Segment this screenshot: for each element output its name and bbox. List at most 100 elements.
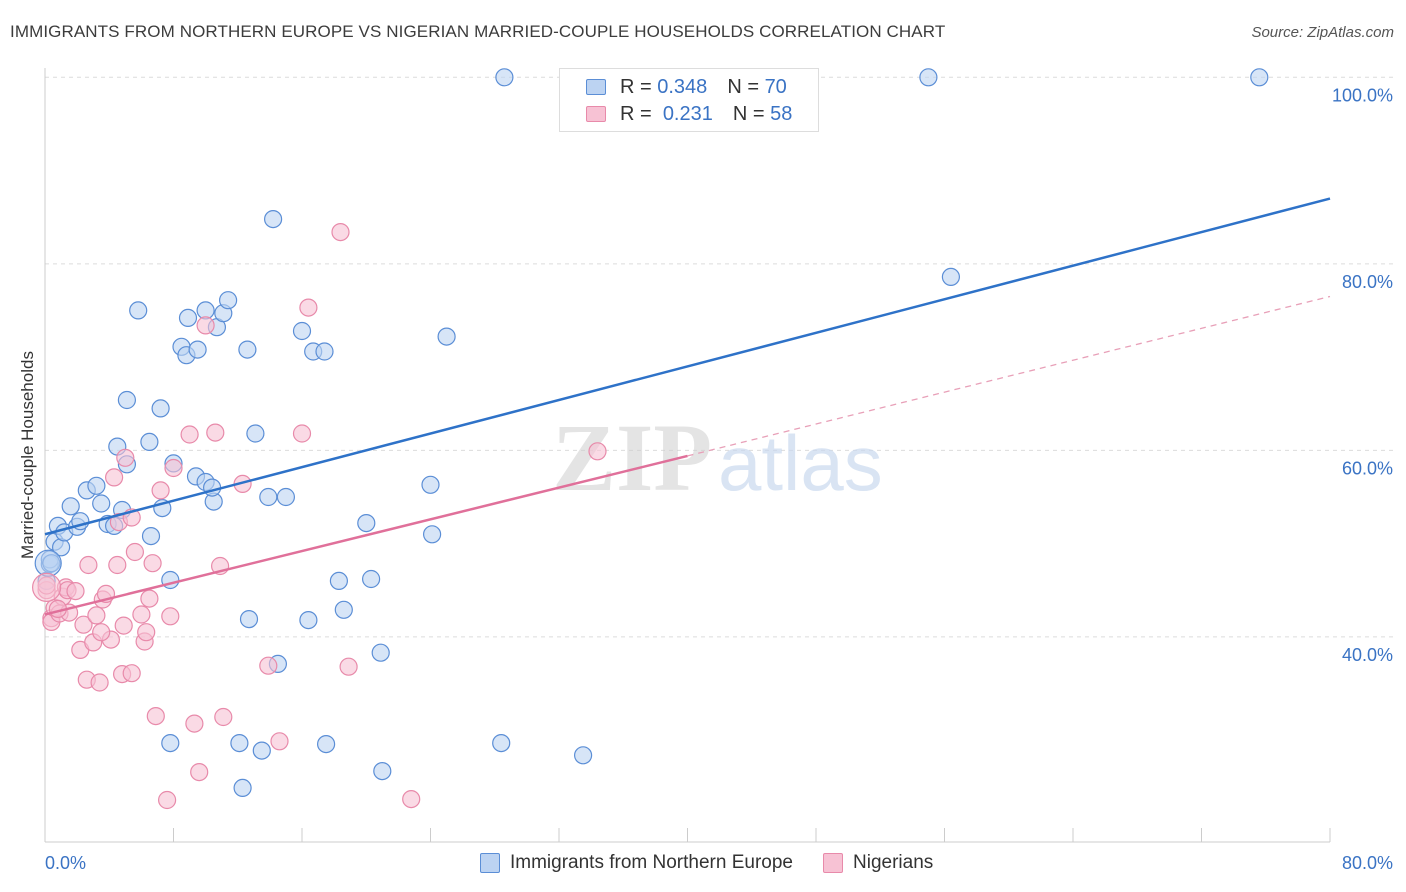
northern-europe-point bbox=[371, 643, 390, 662]
nigerian-trend-extension bbox=[687, 295, 1331, 457]
northern-europe-point bbox=[92, 494, 111, 513]
trend-lines bbox=[44, 197, 1331, 616]
northern-europe-point bbox=[219, 291, 238, 310]
northern-europe-point bbox=[246, 424, 265, 443]
nigerian-point bbox=[104, 468, 124, 487]
nigerian-point bbox=[116, 448, 135, 467]
nigerian-point bbox=[90, 673, 109, 692]
nigerian-trend-line bbox=[44, 454, 688, 616]
legend-r-label: R = bbox=[620, 75, 652, 98]
nigerian-point bbox=[140, 589, 159, 608]
northern-europe-point bbox=[941, 267, 961, 286]
y-tick-label: 80.0% bbox=[1342, 272, 1393, 292]
northern-europe-point bbox=[276, 487, 295, 507]
northern-europe-point bbox=[140, 432, 159, 451]
northern-europe-point bbox=[141, 526, 161, 546]
northern-europe-point bbox=[161, 733, 180, 753]
nigerian-point bbox=[143, 554, 162, 573]
legend-item-northern-europe[interactable]: Immigrants from Northern Europe bbox=[480, 852, 793, 874]
nigerian-point bbox=[196, 316, 215, 335]
northern-europe-point bbox=[252, 741, 271, 760]
nigerian-point bbox=[137, 623, 156, 642]
nigerian-point bbox=[125, 542, 144, 562]
y-tick-label: 100.0% bbox=[1332, 85, 1393, 105]
nigerian-point bbox=[185, 714, 204, 733]
northern-europe-point bbox=[317, 734, 336, 754]
nigerian-point bbox=[402, 789, 421, 809]
nigerian-point bbox=[66, 581, 85, 601]
northern-europe-point bbox=[299, 610, 318, 630]
nigerian-point bbox=[146, 706, 165, 726]
y-tick-label: 60.0% bbox=[1342, 458, 1393, 478]
nigerian-point bbox=[31, 572, 62, 603]
nigerian-point bbox=[87, 606, 106, 625]
legend-r-value: 0.231 bbox=[662, 102, 713, 125]
stats-legend: R = 0.348 N = 70 R = 0.231 N = 58 bbox=[559, 68, 819, 132]
nigerian-point bbox=[92, 623, 111, 642]
nigerian-point bbox=[122, 664, 141, 683]
northern-europe-point bbox=[334, 600, 353, 619]
watermark-atlas: atlas bbox=[718, 419, 883, 507]
legend-row-northern-europe: R = 0.348 N = 70 bbox=[586, 75, 787, 99]
nigerian-point bbox=[214, 707, 233, 727]
legend-n-value: 70 bbox=[764, 75, 787, 98]
legend-item-nigerians[interactable]: Nigerians bbox=[823, 852, 933, 874]
legend-n-label: N = bbox=[732, 102, 765, 125]
northern-europe-point bbox=[34, 549, 62, 577]
northern-europe-point bbox=[230, 733, 249, 753]
northern-europe-point bbox=[203, 478, 222, 497]
x-tick-label-min: 0.0% bbox=[45, 853, 86, 873]
northern-europe-point bbox=[238, 340, 257, 359]
x-tick-label-max: 80.0% bbox=[1342, 853, 1393, 873]
nigerian-point bbox=[180, 425, 199, 444]
northern-europe-point bbox=[61, 497, 80, 516]
northern-europe-point bbox=[178, 308, 198, 327]
northern-europe-point bbox=[151, 399, 170, 418]
northern-europe-point bbox=[495, 68, 514, 87]
nigerian-point bbox=[339, 657, 358, 676]
legend-swatch-pink bbox=[823, 853, 843, 873]
legend-n-label: N = bbox=[727, 75, 759, 98]
northern-europe-point bbox=[573, 746, 593, 765]
northern-europe-point bbox=[421, 475, 440, 494]
nigerian-point bbox=[79, 555, 98, 575]
northern-europe-point bbox=[129, 301, 148, 320]
watermark-zip: ZIP bbox=[552, 404, 712, 511]
nigerian-point bbox=[161, 607, 180, 626]
legend-r-label: R = bbox=[620, 102, 652, 125]
northern-europe-trend-line bbox=[44, 197, 1331, 536]
northern-europe-point bbox=[117, 390, 137, 410]
northern-europe-point bbox=[188, 340, 207, 359]
nigerian-point bbox=[114, 616, 133, 635]
legend-swatch-blue bbox=[586, 79, 606, 95]
northern-europe-point bbox=[239, 609, 259, 629]
northern-europe-point bbox=[1250, 68, 1269, 87]
nigerian-point bbox=[299, 298, 318, 317]
northern-europe-point bbox=[919, 68, 938, 87]
source-label: Source: ZipAtlas.com bbox=[1251, 24, 1394, 41]
northern-europe-point bbox=[233, 778, 252, 798]
legend-swatch-blue bbox=[480, 853, 500, 873]
legend-label: Nigerians bbox=[853, 852, 934, 873]
legend-row-nigerians: R = 0.231 N = 58 bbox=[586, 102, 792, 126]
nigerian-point bbox=[588, 442, 607, 461]
tick-labels: 40.0% 60.0% 80.0% 100.0% 0.0% 80.0% bbox=[45, 85, 1393, 873]
nigerian-point bbox=[206, 423, 225, 442]
northern-europe-point bbox=[259, 487, 278, 507]
northern-europe-point bbox=[357, 513, 376, 533]
legend-swatch-pink bbox=[586, 106, 606, 122]
northern-europe-point bbox=[87, 476, 106, 495]
northern-europe-point bbox=[373, 761, 392, 781]
northern-europe-point bbox=[315, 342, 334, 361]
legend-label: Immigrants from Northern Europe bbox=[510, 852, 793, 873]
legend-r-value: 0.348 bbox=[657, 75, 708, 98]
northern-europe-point bbox=[362, 569, 381, 589]
nigerian-point bbox=[270, 732, 289, 751]
grid-lines bbox=[45, 76, 1393, 638]
nigerian-point bbox=[259, 656, 278, 675]
nigerian-point bbox=[158, 790, 177, 810]
northern-europe-point bbox=[292, 321, 312, 341]
y-tick-label: 40.0% bbox=[1342, 645, 1393, 665]
northern-europe-point bbox=[264, 210, 283, 229]
northern-europe-point bbox=[492, 733, 511, 753]
